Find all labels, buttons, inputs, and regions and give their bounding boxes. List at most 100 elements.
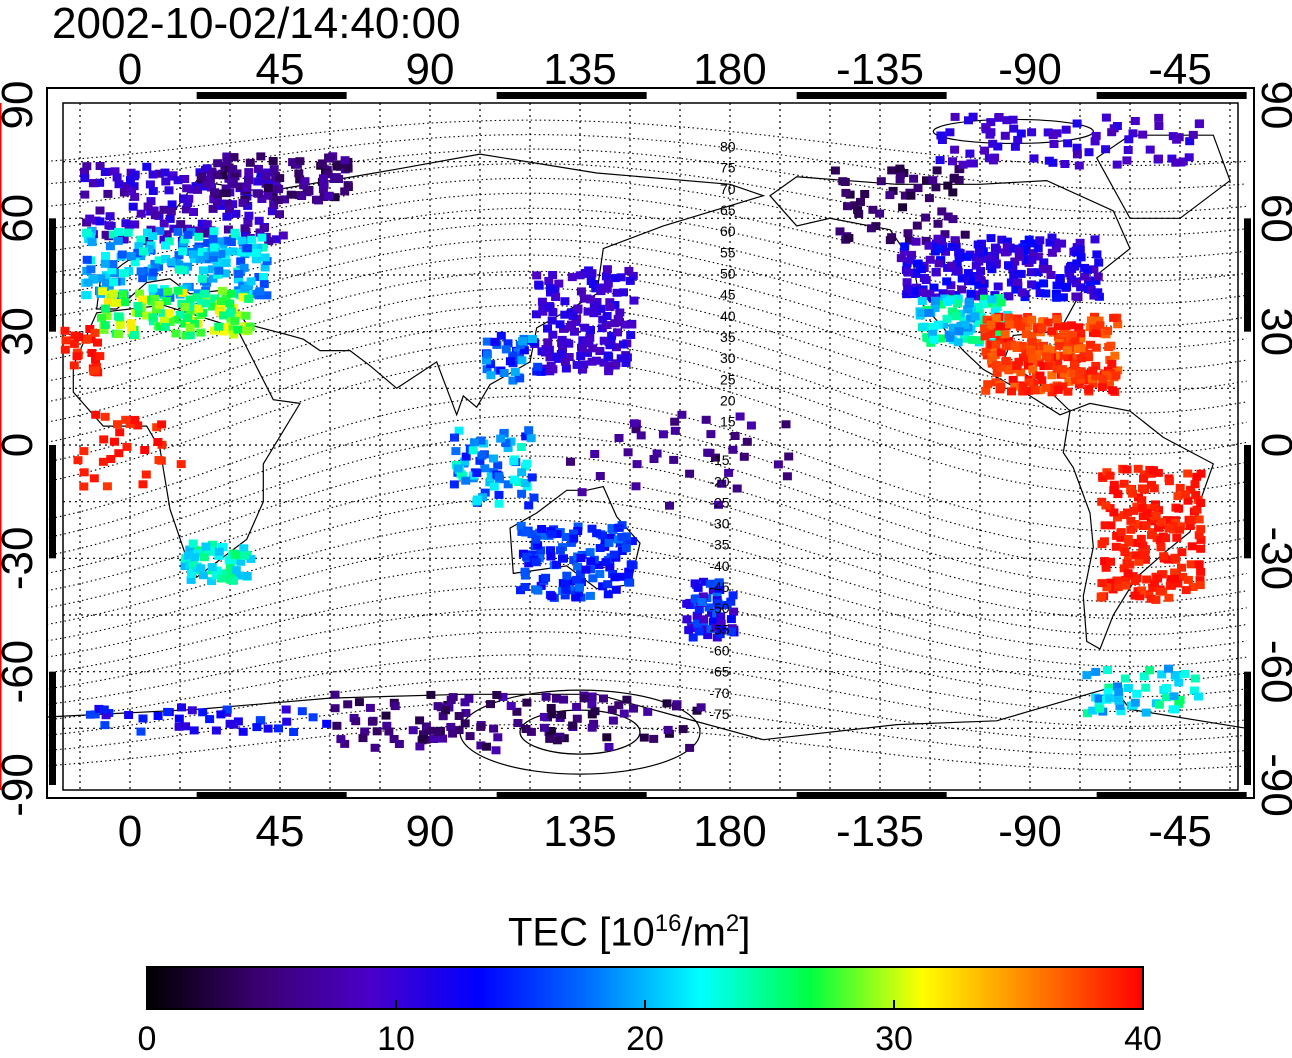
tec-cell bbox=[180, 175, 190, 183]
tec-cell bbox=[937, 207, 947, 216]
tec-cell bbox=[197, 247, 207, 256]
tec-cell bbox=[433, 728, 443, 737]
tec-cell bbox=[243, 201, 253, 210]
tec-cell bbox=[693, 619, 703, 628]
tec-cell bbox=[1072, 150, 1082, 159]
tec-cell bbox=[159, 219, 169, 228]
tec-cell bbox=[543, 338, 553, 347]
tec-cell bbox=[996, 383, 1006, 392]
tec-cell bbox=[203, 238, 213, 247]
tec-cell bbox=[1132, 502, 1142, 511]
tec-cell bbox=[263, 724, 273, 733]
lon-tick-bottom: -135 bbox=[836, 807, 924, 856]
contour-line bbox=[46, 540, 1247, 652]
tec-cell bbox=[259, 273, 268, 281]
tec-cell bbox=[652, 449, 662, 458]
tec-cell bbox=[561, 364, 571, 373]
tec-cell bbox=[221, 247, 231, 256]
tec-cell bbox=[253, 243, 263, 252]
tec-cell bbox=[185, 307, 195, 316]
tec-cell bbox=[197, 172, 207, 181]
tec-cell bbox=[1166, 581, 1176, 590]
tec-cell bbox=[976, 267, 986, 275]
tec-cell bbox=[1154, 154, 1163, 163]
tec-cell bbox=[238, 293, 248, 302]
tec-cell bbox=[987, 295, 997, 304]
tec-cell bbox=[532, 271, 542, 280]
tec-cell bbox=[202, 179, 212, 188]
tec-cell bbox=[1195, 119, 1204, 128]
tec-cell bbox=[844, 234, 854, 242]
tec-cell bbox=[1009, 244, 1019, 253]
tec-cell bbox=[212, 566, 222, 575]
tec-cell bbox=[142, 236, 152, 245]
tec-cell bbox=[1061, 322, 1071, 331]
tec-cell bbox=[1088, 366, 1098, 375]
tec-cell bbox=[456, 470, 466, 479]
tec-cell bbox=[717, 479, 727, 488]
tec-cell bbox=[240, 284, 250, 293]
tec-cell bbox=[193, 289, 203, 298]
tec-cell bbox=[159, 316, 169, 325]
tec-cell bbox=[566, 538, 576, 547]
tec-cell bbox=[254, 216, 264, 225]
tec-cell bbox=[547, 316, 557, 325]
tec-cell bbox=[367, 717, 377, 726]
tec-cell bbox=[521, 432, 531, 441]
tec-cell bbox=[494, 499, 504, 508]
contour-label-south: -30 bbox=[709, 516, 729, 532]
tec-cell bbox=[1028, 249, 1038, 258]
tec-cell bbox=[682, 599, 692, 608]
lon-tick-top: -45 bbox=[1148, 45, 1212, 94]
tec-cell bbox=[902, 290, 912, 299]
tec-cell bbox=[129, 182, 139, 191]
tec-cell bbox=[127, 326, 137, 335]
tec-cell bbox=[588, 280, 598, 288]
tec-cell bbox=[1034, 358, 1044, 367]
tec-cell bbox=[177, 703, 186, 712]
tec-cell bbox=[1135, 592, 1145, 601]
tec-cell bbox=[922, 176, 931, 185]
tec-cell bbox=[188, 250, 198, 259]
tec-cell bbox=[548, 271, 558, 279]
tec-cell bbox=[185, 302, 195, 311]
tec-cell bbox=[1122, 465, 1132, 474]
tec-cell bbox=[950, 112, 960, 121]
tec-cell bbox=[256, 716, 266, 725]
tec-cell bbox=[95, 162, 105, 170]
contour-label-north: 70 bbox=[720, 181, 736, 197]
tec-cell bbox=[508, 351, 518, 360]
tec-cell bbox=[1100, 521, 1110, 530]
tec-cell bbox=[729, 607, 739, 616]
tec-cell bbox=[662, 699, 672, 708]
tec-cell bbox=[101, 278, 111, 287]
tec-cell bbox=[1053, 315, 1062, 324]
tec-cell bbox=[973, 240, 983, 249]
tec-cell bbox=[415, 742, 425, 751]
contour-line bbox=[46, 677, 1247, 742]
tec-cell bbox=[100, 168, 110, 176]
tec-cell bbox=[281, 705, 291, 714]
tec-cell bbox=[1190, 674, 1200, 683]
tec-cell bbox=[60, 345, 70, 354]
tec-cell bbox=[109, 278, 119, 287]
frame-band-top bbox=[796, 92, 947, 99]
tec-cell bbox=[1091, 343, 1101, 352]
tec-cell bbox=[195, 168, 205, 177]
tec-cell bbox=[575, 583, 584, 592]
tec-cell bbox=[625, 276, 635, 285]
tec-cell bbox=[590, 707, 600, 716]
tec-cell bbox=[554, 279, 564, 288]
tec-cell bbox=[278, 231, 288, 240]
tec-cell bbox=[1043, 318, 1053, 327]
tec-cell bbox=[607, 524, 617, 533]
frame-band-right bbox=[1244, 218, 1251, 332]
tec-cell bbox=[130, 170, 140, 179]
tec-cell bbox=[603, 580, 613, 589]
tec-cell bbox=[1041, 383, 1051, 392]
tec-cell bbox=[980, 294, 989, 303]
tec-cell bbox=[114, 330, 123, 339]
tec-cell bbox=[163, 707, 173, 716]
tec-cell bbox=[970, 312, 980, 321]
tec-cell bbox=[1121, 575, 1130, 584]
